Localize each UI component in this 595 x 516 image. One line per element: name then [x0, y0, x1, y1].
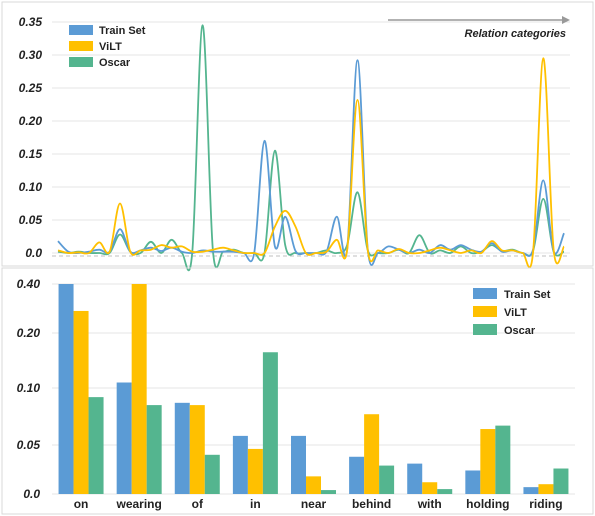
bar-oscar — [379, 465, 395, 494]
legend-label-oscar: Oscar — [99, 57, 131, 69]
legend-swatch-train — [473, 288, 497, 299]
legend-swatch-vilt — [69, 41, 93, 51]
x-tick-label: on — [74, 497, 89, 511]
line-chart-panel: 0.0 0.05 0.10 0.15 0.20 0.25 0.30 0.35 Relation … — [1, 1, 594, 272]
bar-oscar — [553, 468, 569, 494]
legend-label-vilt: ViLT — [99, 41, 122, 53]
arrow-head-icon — [562, 16, 570, 24]
legend-label-vilt: ViLT — [504, 307, 527, 319]
bar-train — [174, 402, 190, 494]
y-tick-label: 0.10 — [17, 381, 41, 395]
legend: Train Set ViLT Oscar — [69, 25, 146, 69]
bar-oscar — [88, 397, 104, 494]
bar-vilt — [73, 310, 89, 494]
y-tick-label: 0.20 — [19, 114, 43, 128]
bar-oscar — [262, 352, 278, 494]
annotation-label: Relation categories — [465, 28, 566, 40]
y-tick-label: 0.25 — [19, 81, 43, 95]
bar-chart-panel: 0.0 0.05 0.10 0.20 0.40 on wearing of in near behi… — [1, 267, 594, 515]
bar-vilt — [422, 482, 438, 494]
bar-vilt — [131, 284, 147, 494]
y-tick-label: 0.40 — [17, 277, 41, 291]
y-tick-label: 0.05 — [17, 438, 41, 452]
legend-swatch-oscar — [473, 324, 497, 335]
bar-oscar — [495, 425, 511, 494]
bar-oscar — [437, 489, 453, 494]
panel-border — [1, 1, 594, 267]
y-tick-label: 0.15 — [19, 147, 43, 161]
series-line-vilt — [57, 57, 565, 269]
legend-label-train: Train Set — [99, 25, 146, 37]
bar-train — [291, 435, 306, 494]
x-tick-label: near — [301, 497, 327, 511]
bar-train — [116, 382, 132, 494]
legend-label-train: Train Set — [504, 289, 551, 301]
x-tick-label: of — [192, 497, 204, 511]
bar-vilt — [247, 448, 263, 494]
x-tick-label: wearing — [115, 497, 161, 511]
x-tick-label: riding — [529, 497, 562, 511]
y-tick-label: 0.0 — [23, 487, 40, 501]
y-tick-label: 0.10 — [19, 180, 43, 194]
bar-train — [465, 470, 481, 494]
legend-label-oscar: Oscar — [504, 325, 536, 337]
legend-swatch-oscar — [69, 57, 93, 67]
x-tick-label: holding — [466, 497, 509, 511]
bar-vilt — [538, 484, 554, 494]
x-tick-label: with — [417, 497, 442, 511]
legend-swatch-vilt — [473, 306, 497, 317]
bar-train — [232, 435, 248, 494]
y-tick-label: 0.35 — [19, 15, 43, 29]
bar-train — [407, 463, 423, 494]
bar-vilt — [364, 414, 380, 494]
panel-border — [1, 267, 594, 515]
bar-vilt — [189, 405, 205, 494]
x-tick-label: behind — [352, 497, 391, 511]
bar-oscar — [321, 490, 336, 494]
bar-train — [523, 487, 539, 494]
bar-oscar — [146, 405, 162, 494]
bar-oscar — [204, 454, 220, 494]
y-tick-label: 0.20 — [17, 326, 41, 340]
bar-vilt — [306, 476, 321, 494]
y-tick-label: 0.30 — [19, 48, 43, 62]
y-tick-label: 0.05 — [19, 213, 43, 227]
bar-train — [58, 284, 74, 494]
y-tick-label: 0.0 — [25, 246, 42, 260]
legend: Train Set ViLT Oscar — [473, 288, 551, 337]
legend-swatch-train — [69, 25, 93, 35]
bar-vilt — [480, 429, 496, 494]
bar-train — [349, 456, 365, 494]
x-tick-label: in — [250, 497, 261, 511]
